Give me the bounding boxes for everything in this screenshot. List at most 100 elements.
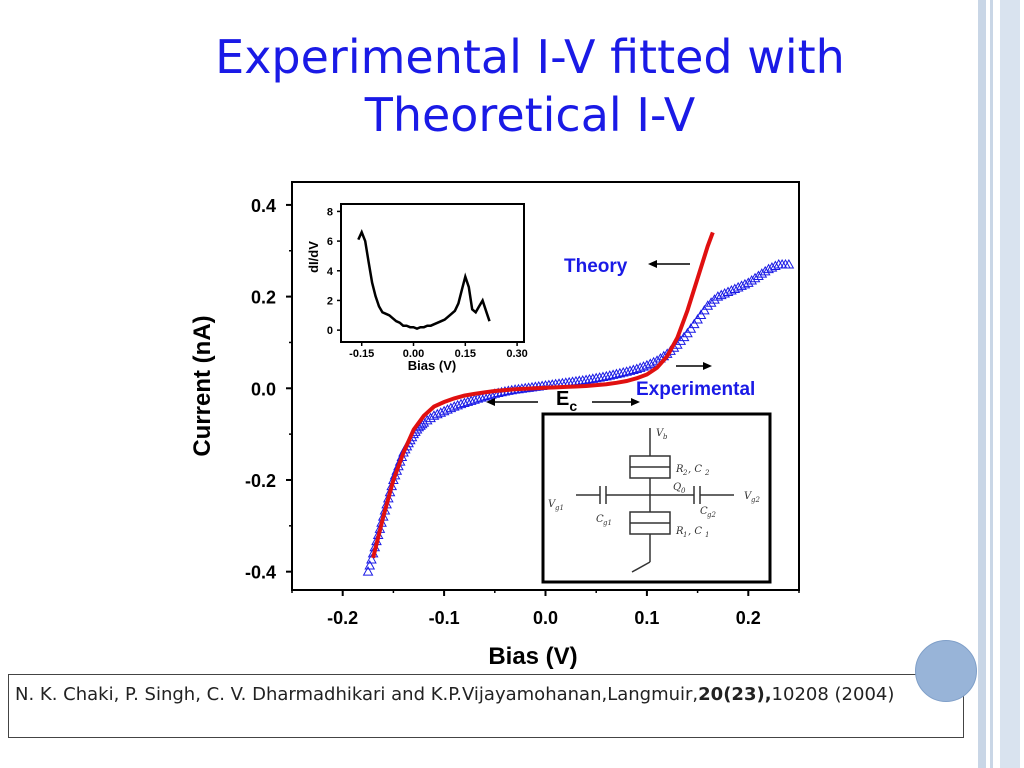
experimental-point bbox=[587, 373, 599, 383]
main-x-tick-label: -0.1 bbox=[429, 608, 460, 628]
experimental-point bbox=[445, 402, 457, 413]
experimental-point bbox=[634, 362, 646, 372]
svg-text:g2: g2 bbox=[707, 511, 716, 519]
svg-text:1: 1 bbox=[705, 531, 709, 539]
inset-y-tick-label: 8 bbox=[327, 206, 333, 218]
experimental-point bbox=[597, 371, 609, 381]
svg-text:C: C bbox=[596, 514, 604, 525]
experimental-point bbox=[469, 394, 480, 404]
experimental-point bbox=[702, 300, 714, 310]
experimental-point bbox=[749, 272, 761, 283]
experimental-point bbox=[688, 318, 700, 329]
experimental-point bbox=[448, 401, 460, 411]
experimental-point bbox=[628, 364, 639, 374]
inset-x-tick-label: 0.00 bbox=[403, 348, 424, 360]
experimental-point bbox=[624, 365, 636, 375]
citation-box: N. K. Chaki, P. Singh, C. V. Dharmadhika… bbox=[8, 674, 964, 738]
experimental-point bbox=[614, 367, 626, 378]
experimental-point bbox=[692, 314, 703, 324]
inset-y-axis-label: dI/dV bbox=[306, 241, 321, 273]
experimental-point bbox=[709, 294, 720, 304]
experimental-point bbox=[362, 566, 374, 576]
experimental-point bbox=[631, 363, 643, 374]
svg-text:g2: g2 bbox=[751, 496, 760, 504]
decorative-circle bbox=[915, 640, 977, 702]
inset-x-tick-label: 0.15 bbox=[455, 348, 476, 360]
experimental-point bbox=[753, 270, 764, 280]
citation-tail: 10208 (2004) bbox=[771, 684, 895, 705]
main-y-tick-label: 0.4 bbox=[251, 196, 276, 216]
svg-text:V: V bbox=[656, 428, 665, 439]
experimental-point bbox=[621, 366, 632, 376]
svg-text:b: b bbox=[663, 433, 668, 441]
experimental-annotation: Experimental bbox=[636, 379, 755, 400]
svg-text:Q: Q bbox=[673, 482, 681, 493]
main-x-tick-label: 0.2 bbox=[736, 608, 761, 628]
ec-arrow-left-head bbox=[486, 398, 495, 406]
experimental-point bbox=[594, 372, 605, 382]
series-theory-line bbox=[371, 231, 715, 559]
experimental-point bbox=[465, 395, 477, 405]
inset-y-tick-label: 0 bbox=[327, 325, 333, 337]
inset-y-ticks: 8 6 4 2 0 bbox=[327, 206, 341, 337]
ec-arrow-right-head bbox=[631, 398, 640, 406]
inset-plot-frame bbox=[340, 203, 525, 343]
main-y-tick-label: -0.4 bbox=[245, 563, 276, 583]
main-x-tick-label: 0.0 bbox=[533, 608, 558, 628]
experimental-point bbox=[685, 323, 697, 333]
experimental-point bbox=[452, 399, 463, 410]
svg-text:R: R bbox=[675, 464, 684, 475]
experimental-point bbox=[756, 268, 768, 278]
experimental-arrow-head bbox=[703, 362, 712, 370]
citation-text: N. K. Chaki, P. Singh, C. V. Dharmadhika… bbox=[15, 684, 699, 705]
svg-text:2: 2 bbox=[704, 469, 710, 477]
experimental-point bbox=[364, 560, 376, 570]
experimental-point bbox=[479, 391, 491, 401]
experimental-point bbox=[366, 553, 377, 564]
experimental-point bbox=[472, 393, 484, 403]
main-y-ticks: 0.4 0.2 0.0 -0.2 -0.4 bbox=[245, 196, 292, 583]
experimental-point bbox=[742, 277, 754, 287]
inset-x-ticks: -0.15 0.00 0.15 0.30 bbox=[349, 342, 528, 360]
svg-text:C: C bbox=[700, 506, 708, 517]
experimental-point bbox=[769, 260, 781, 271]
main-y-tick-label: -0.2 bbox=[245, 471, 276, 491]
experimental-point bbox=[421, 414, 433, 425]
experimental-point bbox=[699, 304, 710, 315]
inset-y-tick-label: 4 bbox=[327, 266, 334, 278]
experimental-point bbox=[459, 397, 470, 407]
main-y-tick-label: 0.0 bbox=[251, 379, 276, 399]
experimental-point bbox=[590, 372, 602, 383]
experimental-point bbox=[482, 390, 494, 400]
theory-annotation: Theory bbox=[564, 256, 628, 277]
svg-text:, C: , C bbox=[688, 526, 702, 537]
experimental-point bbox=[462, 396, 474, 406]
theory-arrow-head bbox=[648, 260, 657, 268]
citation-volume: 20(23), bbox=[698, 684, 772, 705]
main-x-tick-label: -0.2 bbox=[327, 608, 358, 628]
experimental-point bbox=[705, 297, 717, 307]
inset-x-tick-label: 0.30 bbox=[506, 348, 527, 360]
experimental-point bbox=[617, 367, 629, 377]
inset-x-axis-label: Bias (V) bbox=[408, 358, 456, 373]
experimental-point bbox=[695, 309, 707, 319]
svg-text:g1: g1 bbox=[555, 504, 564, 512]
experimental-point bbox=[604, 370, 616, 380]
experimental-point bbox=[584, 373, 595, 384]
slide-title: Experimental I-V fitted with Theoretical… bbox=[120, 28, 940, 144]
inset-x-tick-label: -0.15 bbox=[349, 348, 374, 360]
experimental-point bbox=[682, 327, 693, 338]
main-x-axis-label: Bias (V) bbox=[488, 643, 577, 670]
inset-y-tick-label: 2 bbox=[327, 295, 333, 307]
experimental-point bbox=[600, 370, 612, 381]
svg-text:V: V bbox=[548, 499, 557, 510]
slide-frame-line bbox=[978, 0, 986, 768]
experimental-point bbox=[611, 368, 622, 379]
svg-text:R: R bbox=[675, 526, 684, 537]
slide-frame-line bbox=[990, 0, 993, 768]
inset-y-tick-label: 6 bbox=[327, 236, 333, 248]
experimental-point bbox=[486, 389, 497, 399]
experimental-point bbox=[607, 369, 619, 379]
experimental-point bbox=[580, 374, 592, 385]
